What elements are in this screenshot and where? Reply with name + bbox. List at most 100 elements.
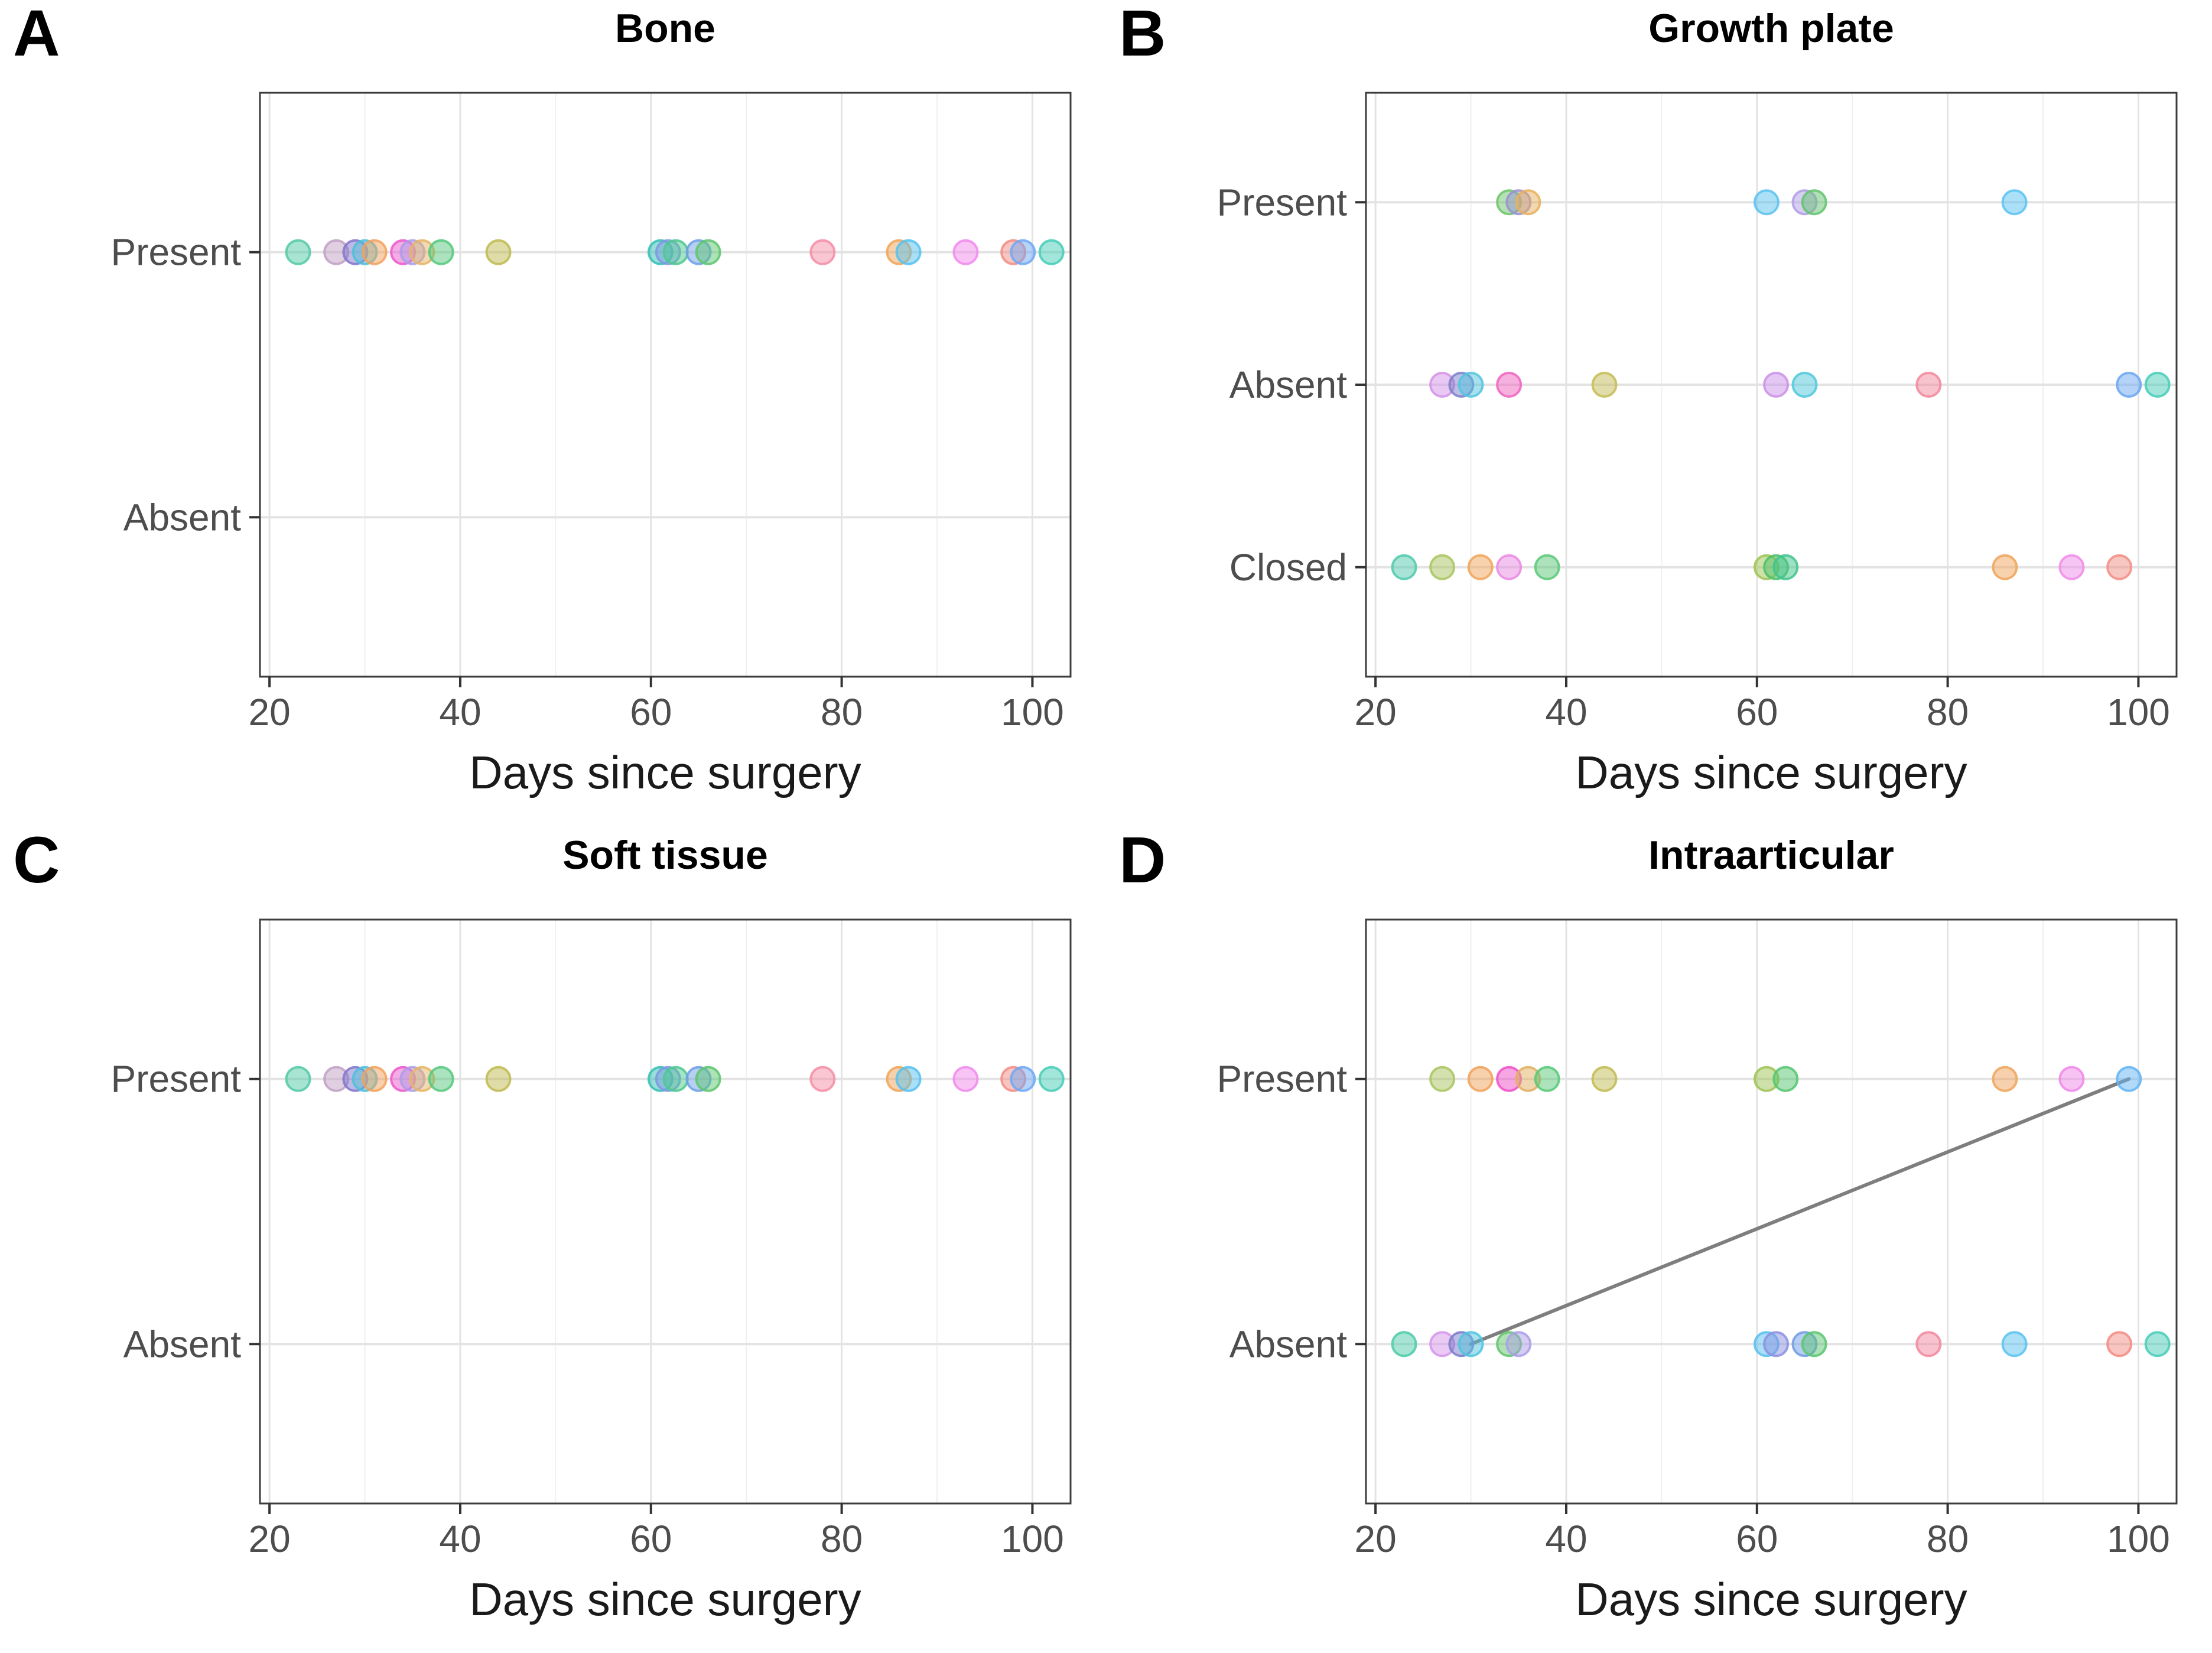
panel-title: Intraarticular bbox=[1648, 833, 1894, 878]
x-axis-title: Days since surgery bbox=[1575, 1573, 1967, 1625]
x-tick-label: 60 bbox=[1736, 691, 1778, 733]
x-tick-label: 100 bbox=[2107, 691, 2170, 733]
scatter-plot-area: 20 40 60 80 100 Present Absent bbox=[110, 92, 1072, 733]
data-point bbox=[1915, 1331, 1942, 1358]
panel-background bbox=[260, 920, 1071, 1503]
data-point bbox=[1391, 554, 1417, 580]
data-point bbox=[361, 1066, 388, 1092]
x-tick-label: 60 bbox=[1736, 1518, 1778, 1560]
data-point bbox=[895, 1066, 922, 1092]
data-point bbox=[952, 1066, 979, 1092]
x-tick-label: 40 bbox=[439, 1518, 481, 1560]
panel-title: Soft tissue bbox=[562, 833, 768, 878]
data-point bbox=[662, 239, 689, 265]
scatter-plot-area: 20 40 60 80 100 Present Absent bbox=[1216, 918, 2178, 1560]
data-point bbox=[952, 239, 979, 265]
x-tick-label: 20 bbox=[249, 1518, 291, 1560]
data-point bbox=[695, 1066, 721, 1092]
x-axis-title: Days since surgery bbox=[1575, 746, 1967, 798]
panel-d-intraarticular: D Intraarticular 20 40 60 80 100 Present Absen… bbox=[1106, 827, 2212, 1653]
data-point bbox=[1010, 1066, 1036, 1092]
panel-b-growth-plate: B Growth plate 20 40 60 80 100 Present Absent C… bbox=[1106, 0, 2212, 826]
panel-background bbox=[260, 93, 1071, 677]
data-point bbox=[1467, 1066, 1494, 1092]
data-point bbox=[2144, 372, 2171, 398]
data-point bbox=[1772, 1066, 1799, 1092]
y-tick-label: Present bbox=[110, 231, 241, 274]
data-point bbox=[1591, 1066, 1618, 1092]
panel-letter: C bbox=[13, 824, 60, 897]
data-point bbox=[2106, 554, 2133, 580]
data-point bbox=[1505, 1331, 1532, 1358]
data-point bbox=[1801, 1331, 1827, 1358]
data-point bbox=[1772, 554, 1799, 580]
x-axis-title: Days since surgery bbox=[469, 1573, 861, 1625]
data-point bbox=[1496, 372, 1523, 398]
panel-title: Growth plate bbox=[1648, 6, 1894, 51]
data-point bbox=[1458, 372, 1484, 398]
y-tick-label: Closed bbox=[1229, 546, 1347, 589]
data-point bbox=[2144, 1331, 2171, 1358]
y-tick-label: Present bbox=[110, 1058, 241, 1100]
x-tick-label: 80 bbox=[821, 691, 863, 733]
data-point bbox=[1534, 554, 1560, 580]
data-point bbox=[1992, 554, 2018, 580]
panel-border bbox=[1365, 918, 2178, 1505]
data-point bbox=[1467, 554, 1494, 580]
data-point bbox=[1010, 239, 1036, 265]
panel-letter: D bbox=[1119, 824, 1166, 897]
x-tick-label: 100 bbox=[1001, 691, 1064, 733]
y-tick-label: Absent bbox=[1229, 363, 1347, 406]
panel-border bbox=[259, 918, 1072, 1505]
x-tick-label: 80 bbox=[821, 1518, 863, 1560]
y-tick-label: Absent bbox=[123, 496, 241, 538]
data-point bbox=[1038, 1066, 1065, 1092]
panel-letter: B bbox=[1119, 0, 1166, 70]
data-point bbox=[361, 239, 388, 265]
data-point bbox=[2058, 554, 2085, 580]
data-point bbox=[285, 1066, 311, 1092]
data-point bbox=[485, 1066, 512, 1092]
data-point bbox=[428, 1066, 454, 1092]
data-point bbox=[1496, 554, 1523, 580]
panel-background bbox=[1366, 920, 2177, 1503]
x-tick-label: 20 bbox=[1355, 691, 1397, 733]
x-tick-label: 20 bbox=[1355, 1518, 1397, 1560]
data-point bbox=[695, 239, 721, 265]
data-point bbox=[895, 239, 922, 265]
x-tick-label: 80 bbox=[1927, 1518, 1969, 1560]
data-point bbox=[1763, 372, 1790, 398]
data-point bbox=[809, 239, 836, 265]
x-tick-label: 40 bbox=[1545, 691, 1587, 733]
data-point bbox=[1591, 372, 1618, 398]
data-point bbox=[1763, 1331, 1790, 1358]
data-point bbox=[2116, 1066, 2142, 1092]
data-point bbox=[1458, 1331, 1484, 1358]
panel-border bbox=[259, 92, 1072, 678]
y-tick-label: Absent bbox=[123, 1323, 241, 1365]
data-point bbox=[2106, 1331, 2133, 1358]
data-point bbox=[2116, 372, 2142, 398]
x-tick-label: 20 bbox=[249, 691, 291, 733]
data-point bbox=[1534, 1066, 1560, 1092]
scatter-plot-area: 20 40 60 80 100 Present Absent bbox=[110, 918, 1072, 1560]
data-point bbox=[1915, 372, 1942, 398]
data-point bbox=[1753, 189, 1780, 216]
x-tick-label: 60 bbox=[630, 1518, 672, 1560]
data-point bbox=[1515, 189, 1541, 216]
x-tick-label: 40 bbox=[439, 691, 481, 733]
data-point bbox=[1038, 239, 1065, 265]
data-point bbox=[485, 239, 512, 265]
x-tick-label: 100 bbox=[1001, 1518, 1064, 1560]
y-tick-label: Absent bbox=[1229, 1323, 1347, 1365]
data-point bbox=[662, 1066, 689, 1092]
data-point bbox=[428, 239, 454, 265]
data-point bbox=[2058, 1066, 2085, 1092]
x-tick-label: 80 bbox=[1927, 691, 1969, 733]
panel-a-bone: A Bone 20 40 60 80 100 Present Absent Days sin… bbox=[0, 0, 1106, 826]
x-tick-label: 100 bbox=[2107, 1518, 2170, 1560]
data-point bbox=[1429, 1066, 1456, 1092]
panel-title: Bone bbox=[615, 6, 715, 51]
panel-c-soft-tissue: C Soft tissue 20 40 60 80 100 Present Absent D… bbox=[0, 827, 1106, 1653]
